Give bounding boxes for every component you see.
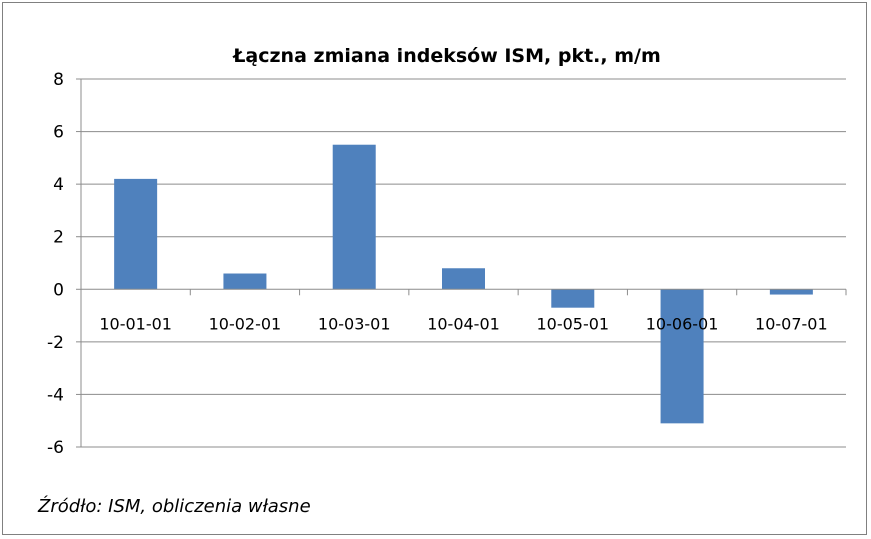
x-tick-label: 10-05-01: [536, 314, 609, 333]
y-tick-label: 2: [53, 228, 64, 248]
bar-10-04-01: [442, 268, 485, 290]
bars: [114, 144, 813, 424]
x-tick-label: 10-06-01: [646, 314, 719, 333]
x-tick-label: 10-07-01: [755, 314, 828, 333]
bar-10-05-01: [551, 289, 595, 308]
bar-10-01-01: [114, 178, 158, 290]
bar-10-06-01: [660, 289, 704, 424]
x-tick-label: 10-01-01: [99, 314, 172, 333]
y-tick-label: 0: [53, 280, 64, 300]
x-tick-label: 10-04-01: [427, 314, 500, 333]
y-tick-label: 8: [53, 70, 64, 90]
y-tick-label: -2: [47, 333, 64, 353]
source-note: Źródło: ISM, obliczenia własne: [37, 495, 311, 517]
gridlines: [81, 78, 846, 448]
bar-10-03-01: [332, 144, 376, 290]
bar-10-07-01: [769, 289, 813, 295]
chart-title: Łączna zmiana indeksów ISM, pkt., m/m: [232, 45, 661, 67]
x-tick-label: 10-03-01: [318, 314, 391, 333]
axes: [76, 78, 847, 448]
bar-10-02-01: [223, 273, 267, 290]
y-tick-label: 6: [53, 123, 64, 143]
x-tick-label: 10-02-01: [209, 314, 282, 333]
y-tick-label: 4: [53, 175, 64, 195]
y-axis-ticks: 8 6 4 2 0 -2 -4 -6: [47, 70, 64, 458]
y-tick-label: -6: [47, 438, 64, 458]
x-axis-ticks: 10-01-01 10-02-01 10-03-01 10-04-01 10-05-01…: [99, 314, 827, 333]
y-tick-label: -4: [47, 385, 64, 405]
